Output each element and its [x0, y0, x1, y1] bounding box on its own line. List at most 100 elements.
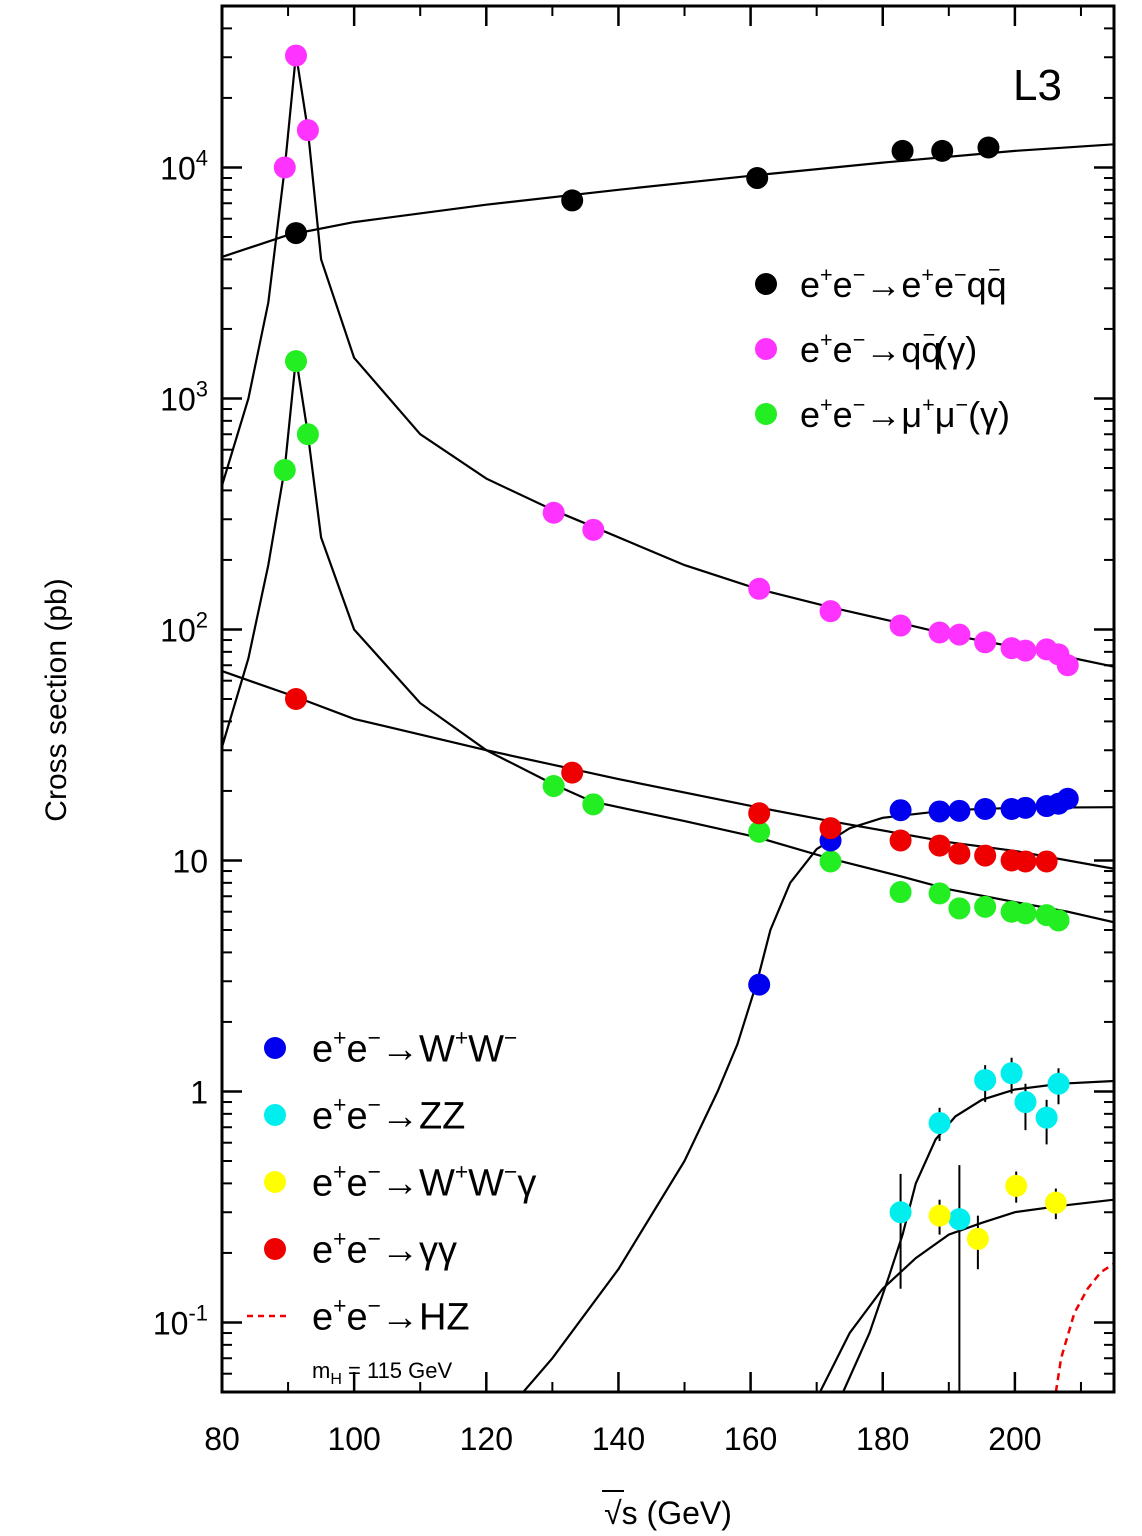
point-e-e-w-w: [1044, 1191, 1067, 1214]
legend-sup: −: [954, 262, 967, 287]
y-tick-label: 102: [160, 607, 208, 648]
point-e-e-w-w: [1056, 787, 1079, 810]
point-e-e-w-w: [1014, 796, 1037, 819]
point-e-e-qq: [748, 577, 771, 600]
point-e-e-w-w: [948, 799, 971, 822]
legend-upper: e+e−→e+e−qq−e+e−→qq−(γ)e+e−→μ+μ−(γ): [755, 257, 1010, 435]
point-e-e-zz: [1047, 1072, 1070, 1095]
legend-text: →ZZ: [381, 1096, 465, 1138]
legend-sup: +: [455, 1159, 468, 1185]
legend-label-0: e+e−→W+W−: [312, 1025, 517, 1071]
legend-sup: −: [504, 1025, 517, 1051]
y-tick-base: 10: [160, 150, 196, 186]
y-tick-base: 10: [160, 612, 196, 648]
legend-sup: −: [368, 1092, 381, 1118]
point-e-e-zz: [889, 1201, 912, 1224]
point-e-e: [819, 817, 842, 840]
legend-text: →γγ: [381, 1230, 457, 1272]
legend-sup: +: [333, 1025, 346, 1051]
y-tick-base: 10: [160, 381, 196, 417]
y-tick-exponent: -1: [188, 1300, 208, 1325]
legend-sup: −: [368, 1226, 381, 1252]
legend-text: e: [346, 1230, 367, 1272]
legend-label-3: e+e−→γγ: [312, 1226, 457, 1272]
point-e-e-qq: [285, 44, 308, 67]
legend-bar: −: [988, 257, 1001, 282]
point-e-e: [1035, 850, 1058, 873]
legend-sup: +: [455, 1025, 468, 1051]
y-tick-label: 10: [172, 843, 208, 879]
point-e-e-qq: [948, 623, 971, 646]
legend-text: μ: [935, 394, 956, 435]
point-e-e-e-e-qq: [746, 167, 769, 190]
x-tick-label: 120: [460, 1421, 513, 1457]
point-e-e-zz: [1035, 1106, 1058, 1129]
legend-text: e: [312, 1096, 333, 1138]
legend-text: qq: [967, 264, 1007, 305]
point-e-e-qq: [273, 156, 296, 179]
point-e-e: [974, 895, 997, 918]
legend-text: e: [312, 1029, 333, 1071]
legend-sup: +: [333, 1293, 346, 1319]
legend-text: e: [312, 1163, 333, 1205]
y-axis-label: Cross section (pb): [40, 578, 73, 821]
legend-text: (γ): [968, 394, 1010, 435]
legend-marker-2: [755, 403, 777, 425]
legend-text: →HZ: [381, 1297, 470, 1339]
curve-e-e-w-w: [522, 806, 1114, 1392]
point-e-e-zz: [974, 1069, 997, 1092]
curve-e-e: [222, 670, 1114, 870]
point-e-e-zz: [1000, 1062, 1023, 1085]
legend-sup: +: [922, 392, 935, 417]
legend-sup: +: [820, 327, 833, 352]
point-e-e: [1014, 850, 1037, 873]
point-e-e-zz: [948, 1208, 971, 1231]
point-e-e-e-e-qq: [977, 136, 1000, 159]
y-tick-base: 10: [172, 843, 208, 879]
data-markers: [273, 44, 1079, 1392]
legend-text: e: [833, 264, 853, 305]
point-e-e-w-w: [966, 1227, 989, 1250]
legend-text: γ: [517, 1163, 536, 1205]
point-e-e-qq: [1014, 639, 1037, 662]
legend-label-2: e+e−→μ+μ−(γ): [800, 392, 1010, 435]
hz-mass-note: mH = 115 GeV: [312, 1358, 452, 1388]
point-e-e-w-w: [928, 800, 951, 823]
point-e-e-e-e-qq: [285, 222, 308, 245]
point-e-e: [561, 761, 584, 784]
point-e-e-qq: [889, 614, 912, 637]
hz-note-rest: = 115 GeV: [342, 1358, 453, 1383]
point-e-e-e-e-qq: [931, 139, 954, 162]
legend-text: →qq: [865, 329, 941, 370]
point-e-e: [748, 802, 771, 825]
legend-sup: −: [368, 1025, 381, 1051]
legend-sup: −: [504, 1159, 517, 1185]
point-e-e-qq: [296, 119, 319, 142]
x-tick-label: 200: [988, 1421, 1041, 1457]
legend-text: e: [833, 394, 853, 435]
point-e-e: [582, 793, 605, 816]
point-e-e-qq: [974, 631, 997, 654]
y-tick-label: 10-1: [153, 1300, 208, 1341]
x-tick-label: 100: [327, 1421, 380, 1457]
y-tick-base: 10: [153, 1305, 189, 1341]
legend-label-1: e+e−→ZZ: [312, 1092, 465, 1138]
legend-text: →W: [381, 1163, 455, 1205]
point-e-e-qq: [928, 621, 951, 644]
legend-text: e: [934, 264, 954, 305]
x-tick-label: 160: [724, 1421, 777, 1457]
legend-marker-2: [264, 1171, 286, 1193]
curve-e-e-e-e-qq: [222, 143, 1114, 258]
legend-sup: +: [921, 262, 934, 287]
axis-ticks: [220, 5, 1114, 1393]
point-e-e: [285, 350, 308, 373]
legend-sup: −: [853, 262, 866, 287]
legend-label-2: e+e−→W+W−γ: [312, 1159, 536, 1205]
point-e-e-zz: [928, 1112, 951, 1135]
point-e-e: [748, 820, 771, 843]
legend-text: →W: [381, 1029, 455, 1071]
legend-text: e: [346, 1163, 367, 1205]
legend-sup: +: [333, 1159, 346, 1185]
point-e-e: [974, 844, 997, 867]
y-tick-label: 103: [160, 376, 208, 417]
